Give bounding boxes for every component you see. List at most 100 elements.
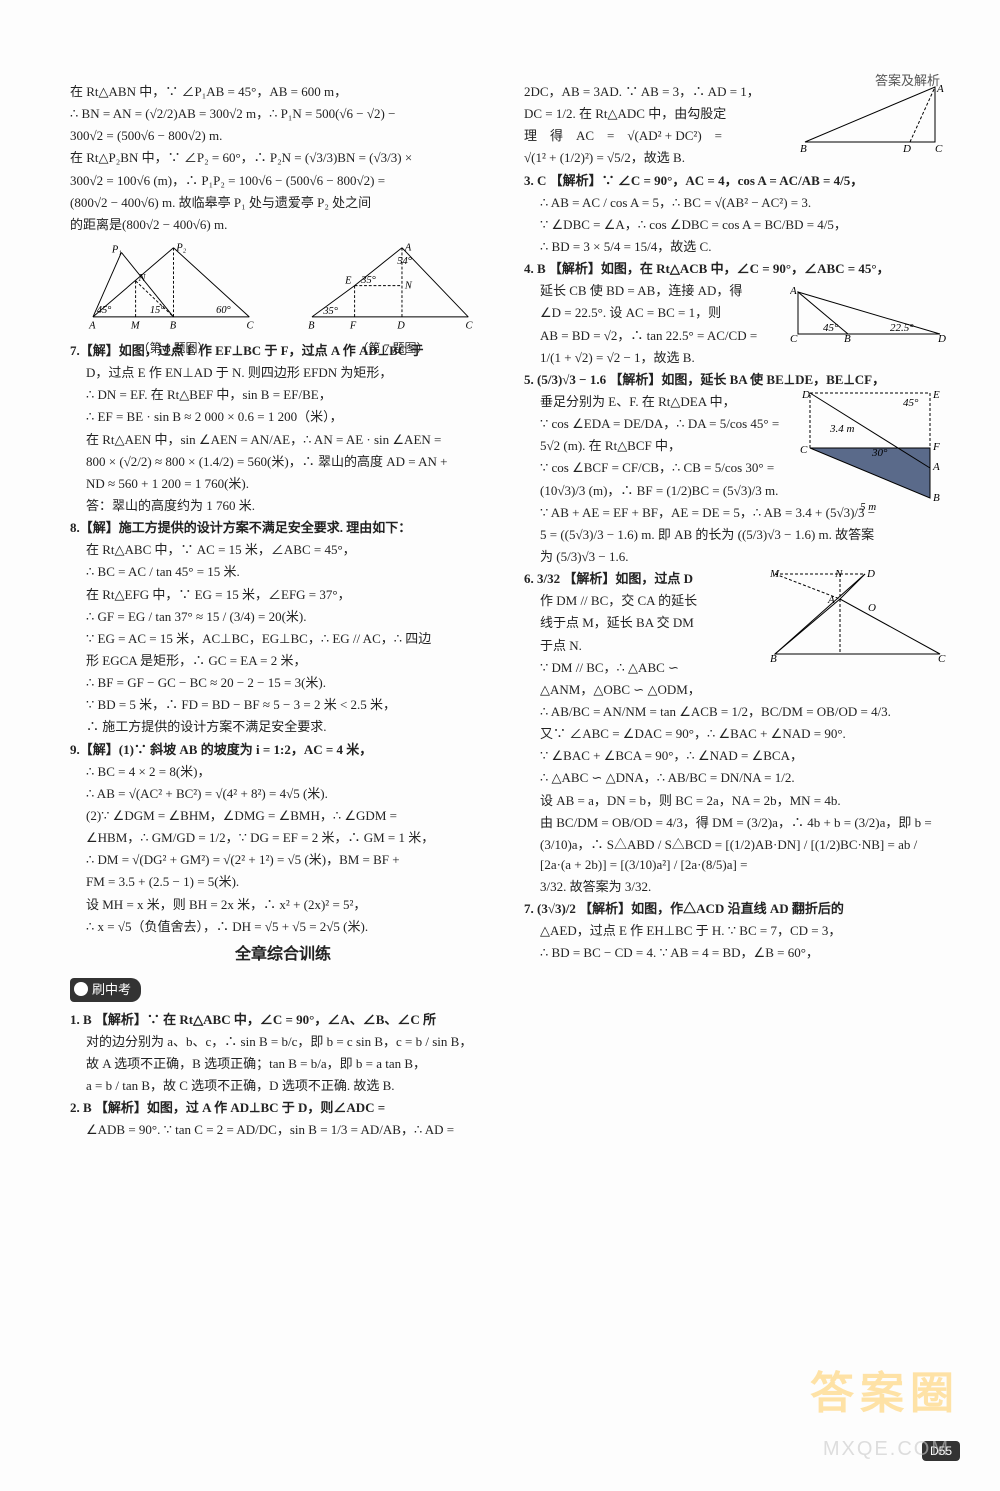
svg-text:5 m: 5 m bbox=[860, 501, 876, 513]
text-line: 800 × (√2/2) ≈ 800 × (1.4/2) = 560(米)，∴ … bbox=[70, 452, 496, 472]
text-line: (800√2 − 400√6) m. 故临皋亭 P₁ 处与遗爱亭 P₂ 处之间 bbox=[70, 193, 496, 213]
text-line: ∴ BN = AN = (√2/2)AB = 300√2 m，∴ P₁N = 5… bbox=[70, 104, 496, 124]
text-line: (2)∵ ∠DGM = ∠BHM，∠DMG = ∠BMH，∴ ∠GDM = bbox=[70, 806, 496, 826]
svg-text:C: C bbox=[790, 333, 798, 342]
text-line: ∵ EG = AC = 15 米，AC⊥BC，EG⊥BC，∴ EG // AC，… bbox=[70, 629, 496, 649]
text-line: ND ≈ 560 + 1 200 = 1 760(米). bbox=[70, 474, 496, 494]
tag-exam: 刷中考 bbox=[70, 974, 496, 1008]
text-line: ∠ADB = 90°. ∵ tan C = 2 = AD/DC，sin B = … bbox=[70, 1120, 496, 1140]
svg-text:A: A bbox=[932, 461, 940, 473]
text-line: ∵ ∠BAC + ∠BCA = 90°，∴ ∠NAD = ∠BCA， bbox=[524, 746, 950, 766]
svg-text:A: A bbox=[88, 320, 96, 331]
svg-text:B: B bbox=[800, 143, 807, 152]
svg-text:C: C bbox=[800, 444, 808, 456]
svg-text:E: E bbox=[344, 276, 352, 287]
r1-text: 1. B 【解析】∵ 在 Rt△ABC 中，∠C = 90°，∠A、∠B、∠C … bbox=[70, 1010, 496, 1030]
text-line: ∴ AB = √(AC² + BC²) = √(4² + 8²) = 4√5 (… bbox=[70, 784, 496, 804]
svg-text:30°: 30° bbox=[871, 447, 888, 459]
text-line: 1/(1 + √2) = √2 − 1，故选 B. bbox=[524, 348, 950, 368]
svg-text:B: B bbox=[770, 653, 777, 664]
svg-text:M: M bbox=[130, 320, 141, 331]
svg-text:D: D bbox=[902, 143, 911, 152]
svg-text:54°: 54° bbox=[397, 256, 412, 267]
text-line: ∴ GF = EG / tan 37° ≈ 15 / (3/4) = 20(米)… bbox=[70, 607, 496, 627]
text-line: 5 = ((5√3)/3 − 1.6) m. 即 AB 的长为 ((5/3)√3… bbox=[524, 525, 950, 545]
svg-text:B: B bbox=[308, 320, 315, 331]
q9-text: 9.【解】(1)∵ 斜坡 AB 的坡度为 i = 1:2，AC = 4 米， bbox=[70, 740, 496, 760]
text-line: ∵ ∠DBC = ∠A，∴ cos ∠DBC = cos A = BC/BD =… bbox=[524, 215, 950, 235]
svg-text:C: C bbox=[935, 143, 943, 152]
text-line: △ANM，△OBC ∽ △ODM， bbox=[524, 680, 950, 700]
figure-caption: （第 6 题图） bbox=[70, 339, 277, 358]
svg-text:N: N bbox=[834, 569, 843, 580]
q3-text: 3. C 【解析】∵ ∠C = 90°，AC = 4，cos A = AC/AB… bbox=[524, 171, 950, 191]
text-line: a = b / tan B，故 C 选项不正确，D 选项不正确. 故选 B. bbox=[70, 1076, 496, 1096]
svg-text:E: E bbox=[932, 389, 940, 401]
text-line: ∴ △ABC ∽ △DNA，∴ AB/BC = DN/NA = 1/2. bbox=[524, 768, 950, 788]
two-columns: 在 Rt△ABN 中，∵ ∠P₁AB = 45°，AB = 600 m， ∴ B… bbox=[70, 80, 950, 1441]
figure-7: B F D C E N A 35° 35° 54° （第 7 题图） bbox=[289, 243, 496, 333]
svg-text:C: C bbox=[938, 653, 946, 664]
svg-text:A: A bbox=[404, 243, 412, 254]
text-line: 在 Rt△ABC 中，∵ AC = 15 米，∠ABC = 45°， bbox=[70, 540, 496, 560]
svg-text:N: N bbox=[404, 280, 413, 291]
svg-text:A: A bbox=[790, 285, 797, 297]
text-line: 3/32. 故答案为 3/32. bbox=[524, 877, 950, 897]
svg-text:C: C bbox=[465, 320, 473, 331]
text-line: 由 BC/DM = OB/OD = 4/3，得 DM = (3/2)a，∴ 4b… bbox=[524, 813, 950, 833]
text-line: 设 AB = a，DN = b，则 BC = 2a，NA = 2b，MN = 4… bbox=[524, 791, 950, 811]
figure-caption: （第 7 题图） bbox=[289, 339, 496, 358]
svg-text:P₂: P₂ bbox=[175, 243, 186, 254]
svg-text:N: N bbox=[137, 273, 146, 284]
text-line: 答：翠山的高度约为 1 760 米. bbox=[70, 496, 496, 516]
text-line: (3/10)a，∴ S△ABD / S△BCD = [(1/2)AB·DN] /… bbox=[524, 835, 950, 875]
text-line: 对的边分别为 a、b、c，∴ sin B = b/c，即 b = c sin B… bbox=[70, 1032, 496, 1052]
text-line: 设 MH = x 米，则 BH = 2x 米，∴ x² + (2x)² = 5²… bbox=[70, 895, 496, 915]
text-line: D，过点 E 作 EN⊥AD 于 N. 则四边形 EFDN 为矩形， bbox=[70, 363, 496, 383]
text-line: ∴ AB/BC = AN/NM = tan ∠ACB = 1/2，BC/DM =… bbox=[524, 702, 950, 722]
left-column: 在 Rt△ABN 中，∵ ∠P₁AB = 45°，AB = 600 m， ∴ B… bbox=[70, 80, 496, 1441]
svg-text:D: D bbox=[801, 389, 810, 401]
q4-text: 4. B 【解析】如图，在 Rt△ACB 中，∠C = 90°，∠ABC = 4… bbox=[524, 259, 950, 279]
text-line: ∴ x = √5（负值舍去），∴ DH = √5 + √5 = 2√5 (米). bbox=[70, 917, 496, 937]
text-line: ∴ DN = EF. 在 Rt△BEF 中，sin B = EF/BE， bbox=[70, 385, 496, 405]
figure-6: A M B C N P₁ P₂ 45° 15° 60° （第 6 题图） bbox=[70, 243, 277, 333]
svg-text:D: D bbox=[937, 333, 946, 342]
svg-text:45°: 45° bbox=[97, 305, 112, 316]
section-title: 全章综合训练 bbox=[70, 943, 496, 968]
text-line: ∴ BC = 4 × 2 = 8(米)， bbox=[70, 762, 496, 782]
text-line: ∴ BD = BC − CD = 4. ∵ AB = 4 = BD，∠B = 6… bbox=[524, 943, 950, 963]
right-column: 2DC，AB = 3AD. ∵ AB = 3，∴ AD = 1， DC = 1/… bbox=[524, 80, 950, 1441]
text-line: 300√2 = 100√6 (m)，∴ P₁P₂ = 100√6 − (500√… bbox=[70, 171, 496, 191]
svg-text:45°: 45° bbox=[823, 322, 839, 334]
svg-text:D: D bbox=[396, 320, 405, 331]
svg-text:35°: 35° bbox=[360, 275, 376, 286]
text-line: ∴ BC = AC / tan 45° = 15 米. bbox=[70, 562, 496, 582]
figure-r5: D E C F A B 45° 30° 3.4 m 5 m bbox=[800, 388, 950, 513]
svg-text:22.5°: 22.5° bbox=[890, 322, 914, 334]
text-line: 在 Rt△AEN 中，sin ∠AEN = AN/AE，∴ AN = AE · … bbox=[70, 430, 496, 450]
svg-text:35°: 35° bbox=[322, 306, 338, 317]
text-line: 300√2 = (500√6 − 800√2) m. bbox=[70, 126, 496, 146]
text-line: 又∵ ∠ABC = ∠DAC = 90°，∴ ∠BAC + ∠NAD = 90°… bbox=[524, 724, 950, 744]
svg-text:B: B bbox=[933, 492, 940, 504]
figure-r6: M N D A O B C bbox=[770, 569, 950, 664]
text-line: ∴ AB = AC / cos A = 5，∴ BC = √(AB² − AC²… bbox=[524, 193, 950, 213]
text-line: FM = 3.5 + (2.5 − 1) = 5(米). bbox=[70, 872, 496, 892]
svg-text:15°: 15° bbox=[150, 305, 165, 316]
figure-row: A M B C N P₁ P₂ 45° 15° 60° （第 6 题图） bbox=[70, 243, 496, 333]
svg-text:F: F bbox=[932, 441, 940, 453]
svg-text:C: C bbox=[246, 320, 254, 331]
svg-text:D: D bbox=[866, 569, 875, 580]
text-line: ∠HBM，∴ GM/GD = 1/2，∵ DG = EF = 2 米，∴ GM … bbox=[70, 828, 496, 848]
page-root: 答案及解析 在 Rt△ABN 中，∵ ∠P₁AB = 45°，AB = 600 … bbox=[0, 0, 1000, 1491]
text-line: ∵ BD = 5 米，∴ FD = BD − BF ≈ 5 − 3 = 2 米 … bbox=[70, 695, 496, 715]
text-line: ∴ BF = GF − GC − BC ≈ 20 − 2 − 15 = 3(米)… bbox=[70, 673, 496, 693]
r2-text: 2. B 【解析】如图，过 A 作 AD⊥BC 于 D，则∠ADC = bbox=[70, 1098, 496, 1118]
svg-text:A: A bbox=[936, 83, 944, 95]
svg-text:O: O bbox=[868, 602, 876, 614]
svg-text:3.4 m: 3.4 m bbox=[829, 423, 855, 435]
text-line: 为 (5/3)√3 − 1.6. bbox=[524, 547, 950, 567]
text-line: 的距离是(800√2 − 400√6) m. bbox=[70, 215, 496, 235]
text-line: 在 Rt△P₂BN 中，∵ ∠P₂ = 60°，∴ P₂N = (√3/3)BN… bbox=[70, 148, 496, 168]
